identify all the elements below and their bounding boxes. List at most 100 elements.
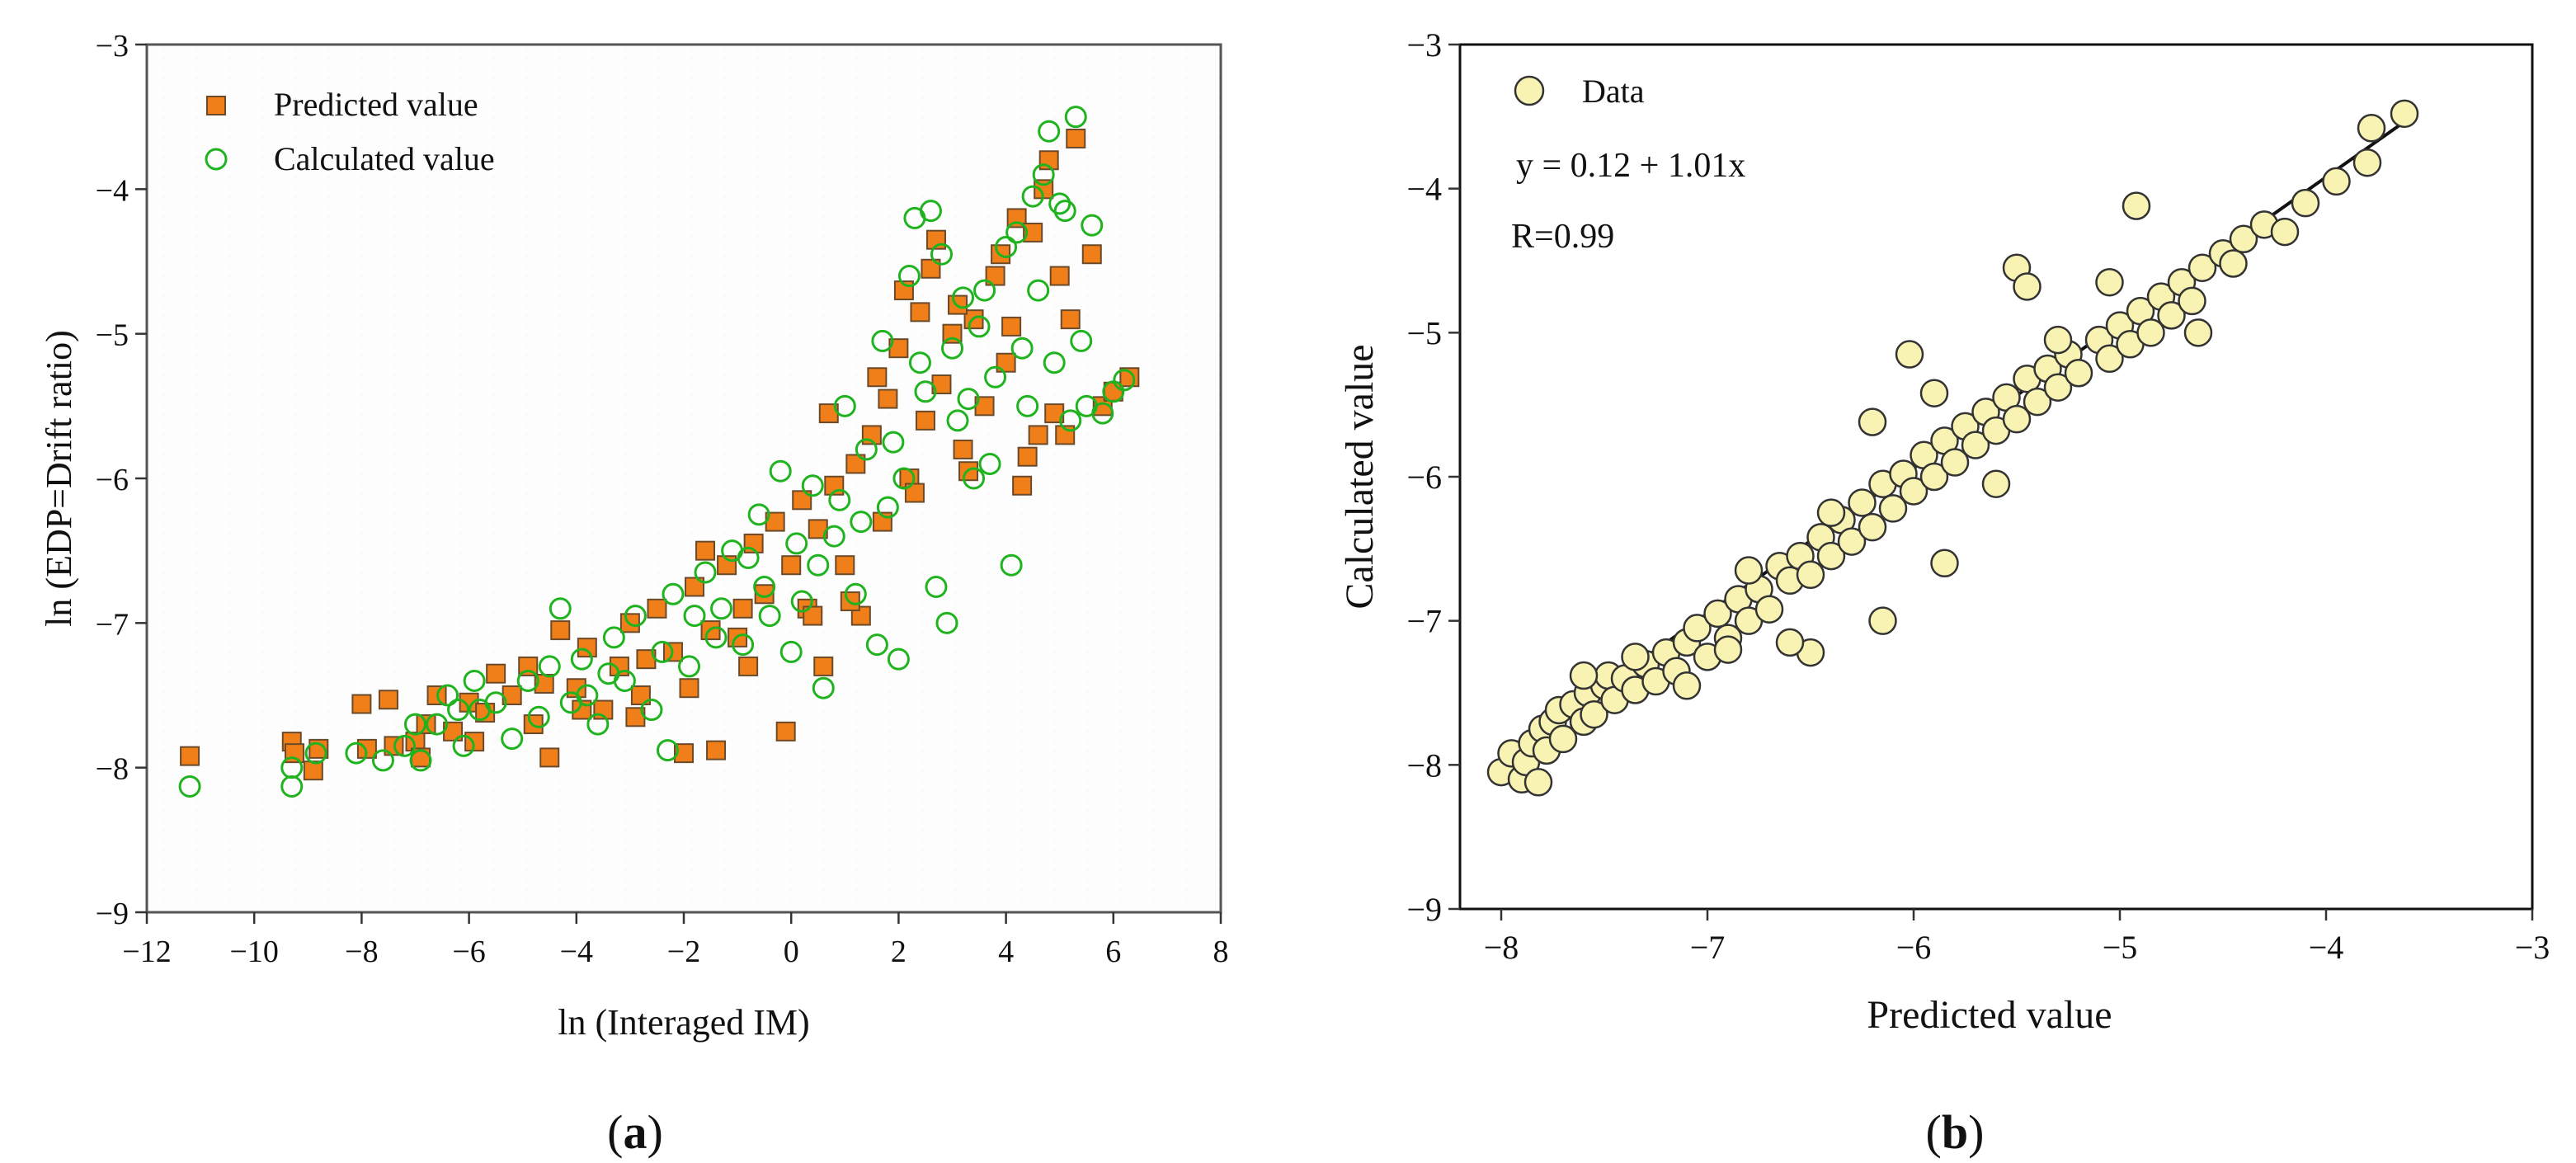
data-point xyxy=(1754,595,1784,624)
y-tick-label: −7 xyxy=(1406,603,1442,640)
predicted-value-point xyxy=(1049,266,1070,286)
predicted-value-point xyxy=(695,540,716,561)
calculated-value-point xyxy=(304,742,327,765)
calculated-value-point xyxy=(624,605,647,628)
calculated-value-point xyxy=(769,459,792,483)
calculated-value-point xyxy=(447,699,470,722)
calculated-value-point xyxy=(640,699,663,722)
data-point xyxy=(2023,387,2052,417)
predicted-value-point xyxy=(754,584,775,605)
x-tick-label: 6 xyxy=(1105,935,1121,969)
calculated-value-point xyxy=(516,669,539,692)
panel-b-x-axis-label: Predicted value xyxy=(1867,993,2112,1037)
calculated-value-point xyxy=(426,713,449,736)
calculated-value-point xyxy=(914,380,937,403)
x-tick-label: −6 xyxy=(452,935,485,969)
calculated-value-point xyxy=(683,605,706,628)
data-point xyxy=(2095,344,2124,374)
calculated-value-point xyxy=(452,734,475,757)
calculated-value-point xyxy=(973,279,996,302)
predicted-value-point xyxy=(577,638,597,658)
predicted-value-point xyxy=(910,302,930,323)
panel-b-x-axis: −8 −7 −6 −5 −4 −3 xyxy=(1484,909,2550,966)
panel-b-equation: y = 0.12 + 1.01x xyxy=(1516,147,1745,185)
calculated-value-point xyxy=(393,734,416,757)
calculated-value-point xyxy=(1075,394,1098,417)
data-point xyxy=(2270,217,2300,247)
calculated-value-point xyxy=(930,242,953,266)
calculated-value-point xyxy=(404,713,426,736)
predicted-value-point xyxy=(1066,128,1086,148)
calculated-value-point xyxy=(919,200,942,223)
data-point xyxy=(1940,448,1970,477)
calculated-value-point xyxy=(345,742,368,765)
x-tick-label: −2 xyxy=(667,935,700,969)
panel-a-y-axis: −9 −8 −7 −6 −5 −4 −3 xyxy=(96,29,147,931)
panel-b-points xyxy=(1486,99,2419,797)
predicted-value-point xyxy=(867,367,888,388)
x-tick-label: −6 xyxy=(1896,929,1932,966)
calculated-value-point xyxy=(678,655,701,678)
panel-b: −8 −7 −6 −5 −4 −3 −9 −8 −7 −6 −5 −4 −3 Data y = 0.1… xyxy=(1338,26,2550,1159)
calculated-value-point xyxy=(576,684,599,707)
calculated-value-point xyxy=(436,684,459,707)
calculated-value-point xyxy=(737,546,760,569)
data-point xyxy=(1919,462,1949,492)
calculated-value-point xyxy=(984,365,1007,388)
y-tick-label: −7 xyxy=(96,607,129,642)
calculated-value-point xyxy=(586,713,610,736)
calculated-value-point xyxy=(704,626,728,649)
data-point xyxy=(2291,188,2320,218)
calculated-value-point xyxy=(371,749,394,772)
calculated-value-point xyxy=(1021,185,1044,208)
panel-a-x-axis: −12 −10 −8 −6 −4 −2 0 2 4 6 8 xyxy=(122,912,1229,969)
data-point xyxy=(2322,167,2351,196)
calculated-value-point xyxy=(876,496,899,519)
predicted-value-point xyxy=(630,685,651,705)
data-point xyxy=(1837,527,1867,556)
panel-a-legend: Predicted value Calculated value xyxy=(205,86,495,177)
x-tick-label: −8 xyxy=(345,935,378,969)
predicted-value-point xyxy=(1028,425,1048,445)
panel-a-y-axis-label: ln (EDP=Drift ratio) xyxy=(39,330,79,627)
calculated-value-point xyxy=(570,647,593,671)
calculated-value-point xyxy=(484,691,507,714)
calculated-value-point xyxy=(828,488,851,511)
data-point xyxy=(2043,325,2073,355)
x-tick-label: −10 xyxy=(229,935,278,969)
predicted-value-point xyxy=(904,483,925,503)
x-tick-label: −4 xyxy=(560,935,593,969)
predicted-value-point xyxy=(953,439,973,459)
legend-data-label: Data xyxy=(1582,73,1645,110)
calculated-value-point xyxy=(822,525,845,548)
x-tick-label: −3 xyxy=(2515,929,2550,966)
y-tick-label: −9 xyxy=(96,897,129,931)
data-point xyxy=(1580,699,1608,729)
calculated-value-point xyxy=(1032,163,1055,186)
data-point xyxy=(1734,556,1764,585)
x-tick-label: −12 xyxy=(122,935,171,969)
predicted-value-point xyxy=(985,266,1005,286)
data-point xyxy=(1672,671,1702,700)
predicted-value-point xyxy=(996,352,1016,373)
calculated-value-point xyxy=(747,503,770,526)
data-point xyxy=(1919,379,1949,407)
panel-b-caption: (b) xyxy=(1926,1105,1985,1159)
predicted-value-point xyxy=(1081,244,1102,265)
calculated-value-point xyxy=(409,749,432,772)
predicted-value-point xyxy=(685,577,705,597)
calculated-value-point xyxy=(871,329,894,352)
calculated-value-point xyxy=(892,467,916,490)
data-point xyxy=(2183,318,2213,347)
data-point xyxy=(2043,373,2073,402)
calculated-value-point xyxy=(897,265,921,288)
calculated-value-point xyxy=(732,633,755,657)
data-point xyxy=(1961,431,1990,459)
x-tick-label: 2 xyxy=(891,935,907,969)
calculated-value-point xyxy=(1059,409,1082,432)
data-point xyxy=(2390,99,2419,129)
calculated-value-point xyxy=(963,467,986,490)
predicted-value-point xyxy=(679,678,699,699)
x-tick-label: −8 xyxy=(1484,929,1519,966)
y-tick-label: −5 xyxy=(96,318,129,353)
